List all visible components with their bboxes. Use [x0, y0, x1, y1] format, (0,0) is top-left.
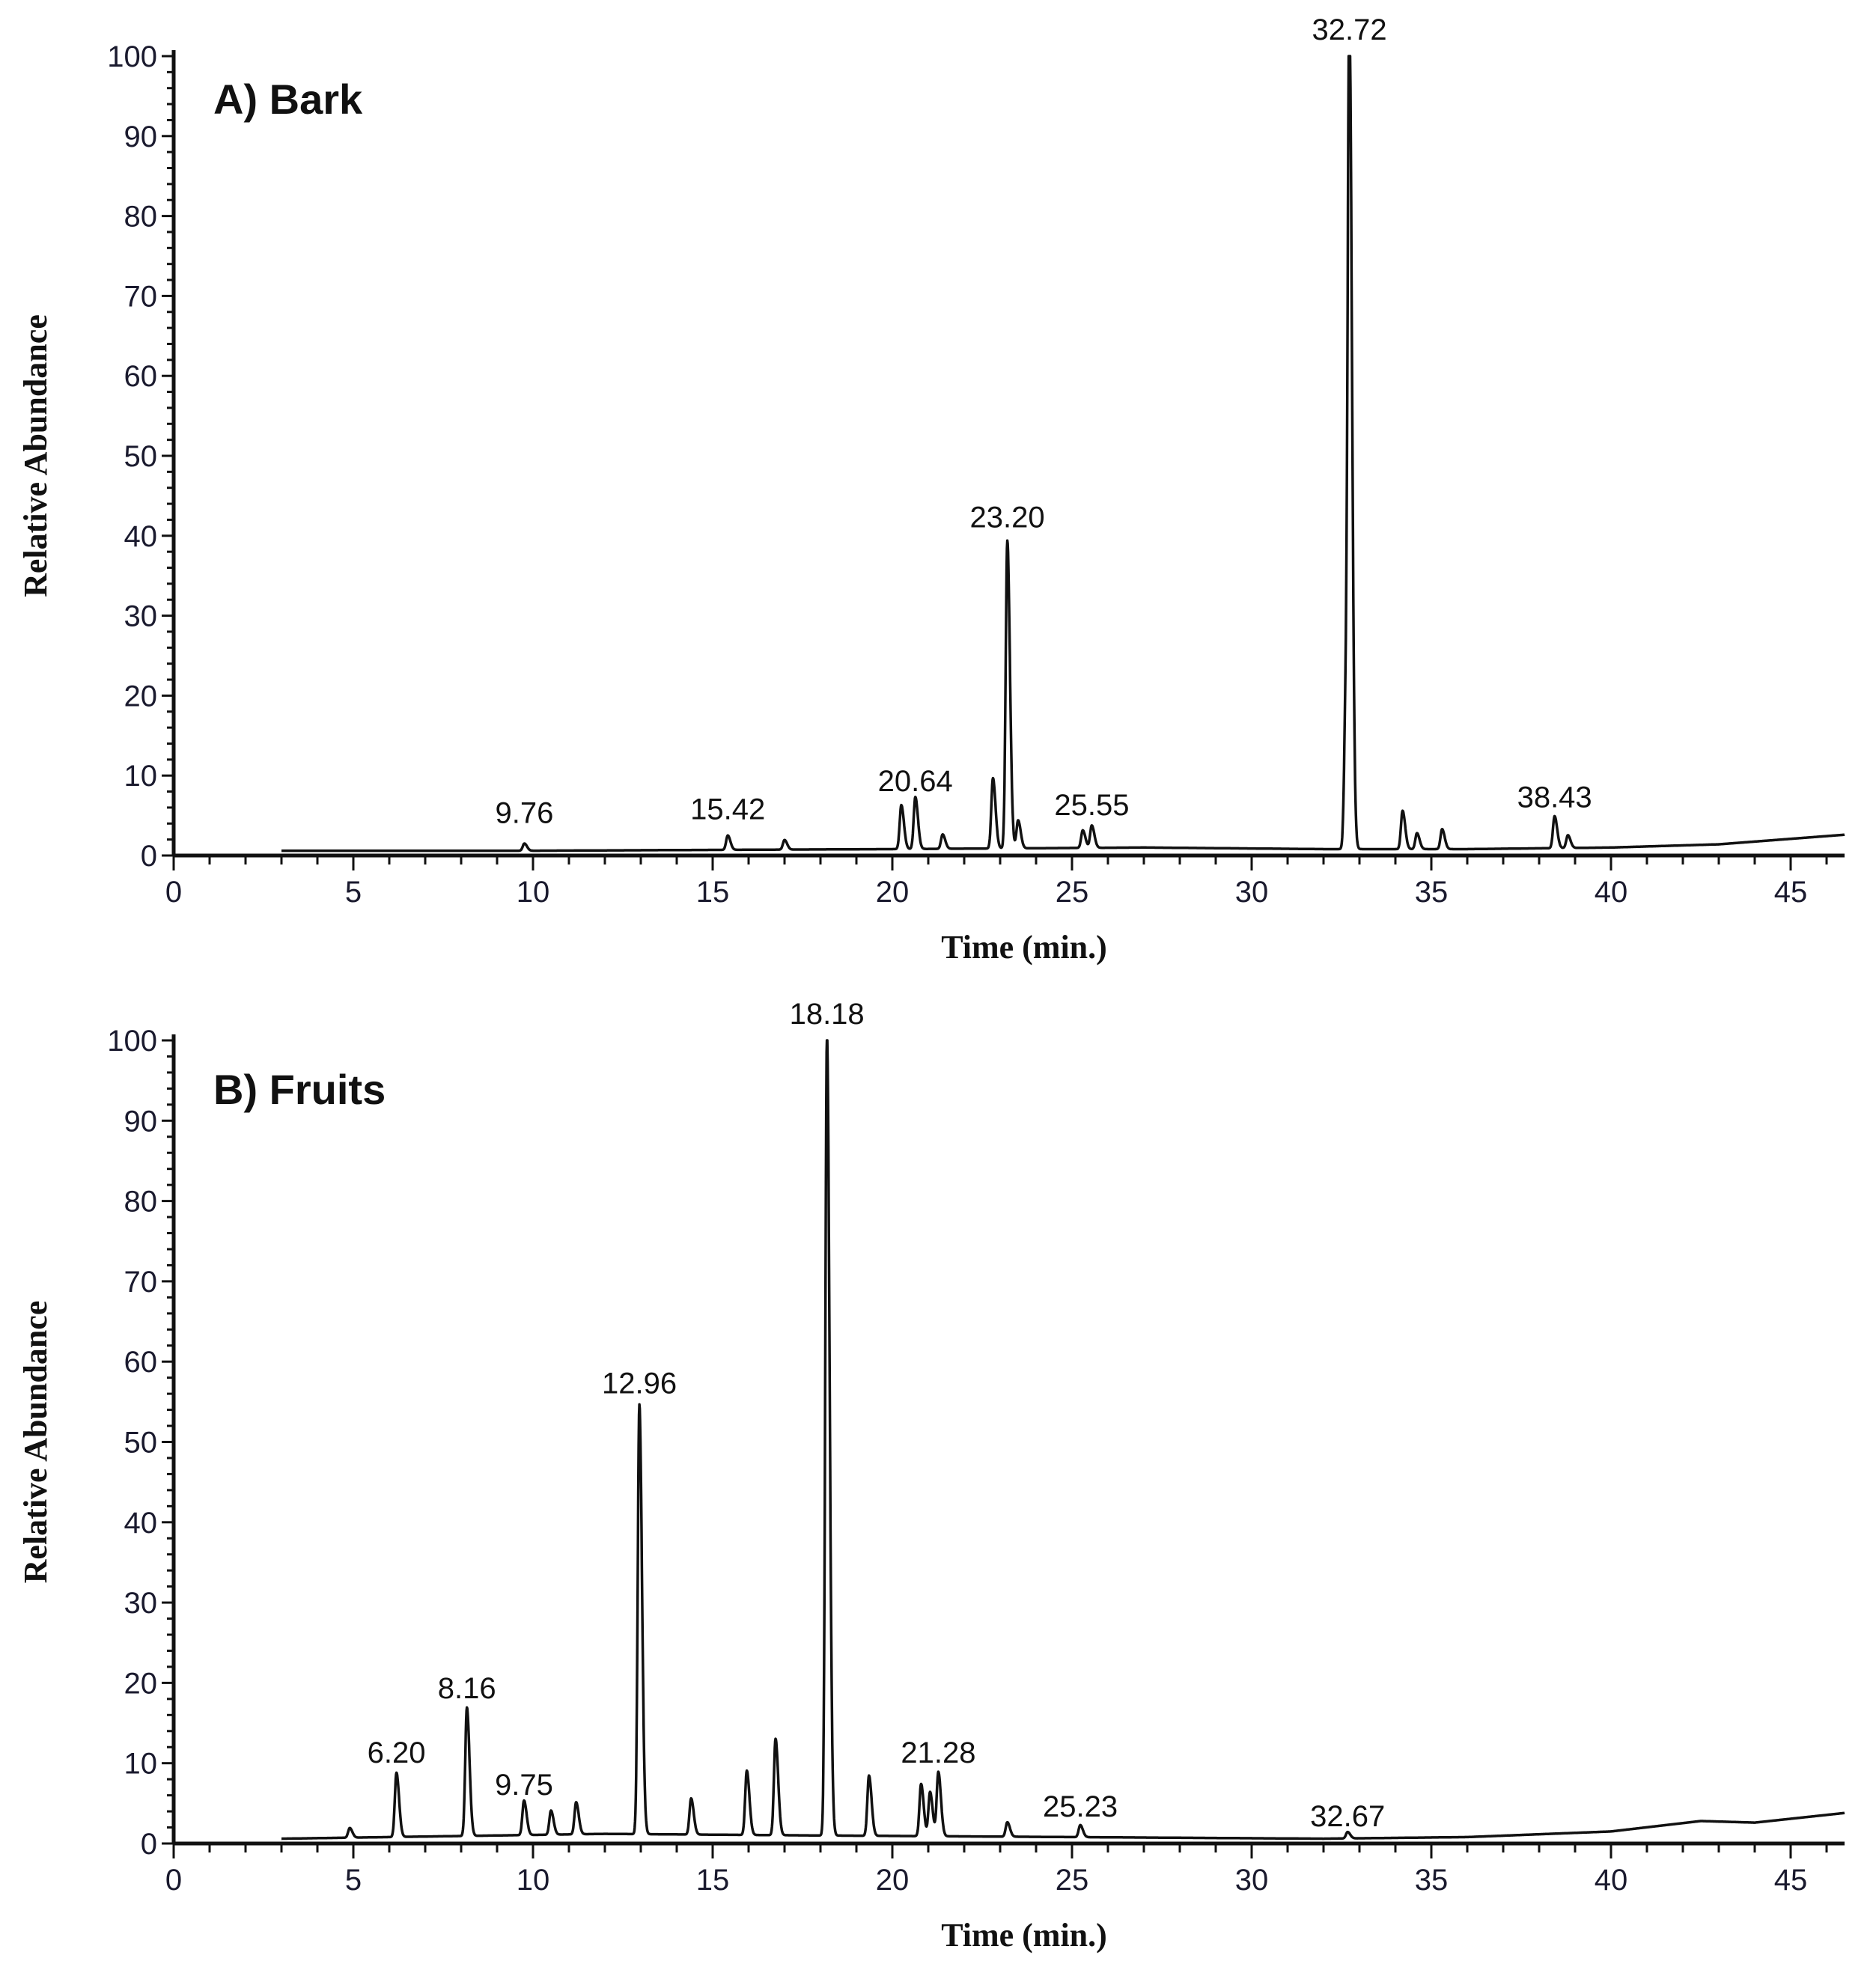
peak-label: 9.76	[496, 797, 554, 830]
x-tick-label: 20	[876, 1864, 910, 1897]
x-tick-label: 5	[345, 1864, 362, 1897]
x-tick-label: 0	[165, 876, 182, 909]
peak-label: 15.42	[690, 793, 765, 826]
x-axis-title: Time (min.)	[941, 1917, 1107, 1954]
y-tick-label: 60	[124, 360, 158, 393]
y-tick-label: 40	[124, 1507, 158, 1540]
y-tick-label: 90	[124, 1105, 158, 1138]
x-tick-label: 45	[1774, 876, 1808, 909]
peak-label: 32.72	[1312, 13, 1387, 46]
peak-label: 18.18	[790, 998, 865, 1031]
x-tick-label: 30	[1235, 876, 1269, 909]
chart-panel-b: 0 10 20 30 40 50 60 70 80 90 100 0 5 10 15 20 25 30 35 40 45…	[17, 998, 1846, 1954]
peak-label: 21.28	[901, 1736, 975, 1769]
x-tick-label: 40	[1595, 876, 1628, 909]
peak-label: 20.64	[878, 765, 953, 798]
y-tick-label: 50	[124, 1427, 158, 1460]
y-tick-label: 0	[141, 840, 157, 873]
peak-label: 8.16	[438, 1672, 496, 1705]
y-tick-label: 10	[124, 1748, 158, 1781]
chromatogram-trace	[280, 55, 1846, 853]
y-tick-label: 80	[124, 201, 158, 234]
x-tick-label: 20	[876, 876, 910, 909]
y-tick-label: 30	[124, 1587, 158, 1620]
x-tick-label: 15	[696, 1864, 730, 1897]
x-tick-label: 30	[1235, 1864, 1269, 1897]
y-tick-label: 60	[124, 1346, 158, 1379]
y-tick-label: 40	[124, 520, 158, 553]
chart-panel-a: 0 10 20 30 40 50 60 70 80 90 100 0 5 10 15 20 25 30 35 40 45…	[17, 13, 1846, 966]
x-tick-label: 35	[1415, 876, 1449, 909]
y-tick-label: 70	[124, 1266, 158, 1299]
y-tick-label: 70	[124, 280, 158, 313]
y-tick-label: 50	[124, 440, 158, 473]
x-tick-label: 0	[165, 1864, 182, 1897]
x-tick-label: 10	[517, 1864, 550, 1897]
y-tick-label: 30	[124, 600, 158, 633]
x-tick-label: 15	[696, 876, 730, 909]
peak-label: 12.96	[602, 1367, 677, 1400]
y-tick-label: 20	[124, 1667, 158, 1700]
x-tick-label: 45	[1774, 1864, 1808, 1897]
y-tick-label: 100	[107, 1025, 157, 1058]
peak-label: 6.20	[368, 1736, 426, 1769]
x-tick-label: 5	[345, 876, 362, 909]
peak-label: 32.67	[1310, 1800, 1385, 1833]
chromatogram-trace	[280, 1039, 1846, 1841]
peak-label: 9.75	[495, 1769, 553, 1802]
peak-label: 38.43	[1517, 781, 1592, 814]
y-tick-label: 20	[124, 680, 158, 713]
x-tick-label: 10	[517, 876, 550, 909]
y-tick-label: 80	[124, 1186, 158, 1219]
y-tick-label: 10	[124, 760, 158, 793]
x-axis-title: Time (min.)	[941, 929, 1107, 966]
y-axis-title: Relative Abundance	[17, 314, 54, 597]
panel-title: B) Fruits	[213, 1066, 386, 1113]
y-tick-label: 100	[107, 40, 157, 73]
y-tick-label: 90	[124, 121, 158, 153]
y-axis-title: Relative Abundance	[17, 1301, 54, 1584]
peak-label: 25.23	[1043, 1790, 1118, 1823]
x-tick-label: 25	[1056, 1864, 1089, 1897]
peak-label: 25.55	[1054, 789, 1129, 822]
panel-title: A) Bark	[213, 76, 363, 123]
x-tick-label: 40	[1595, 1864, 1628, 1897]
peak-label: 23.20	[970, 501, 1045, 534]
y-tick-label: 0	[141, 1828, 157, 1861]
x-tick-label: 25	[1056, 876, 1089, 909]
x-tick-label: 35	[1415, 1864, 1449, 1897]
